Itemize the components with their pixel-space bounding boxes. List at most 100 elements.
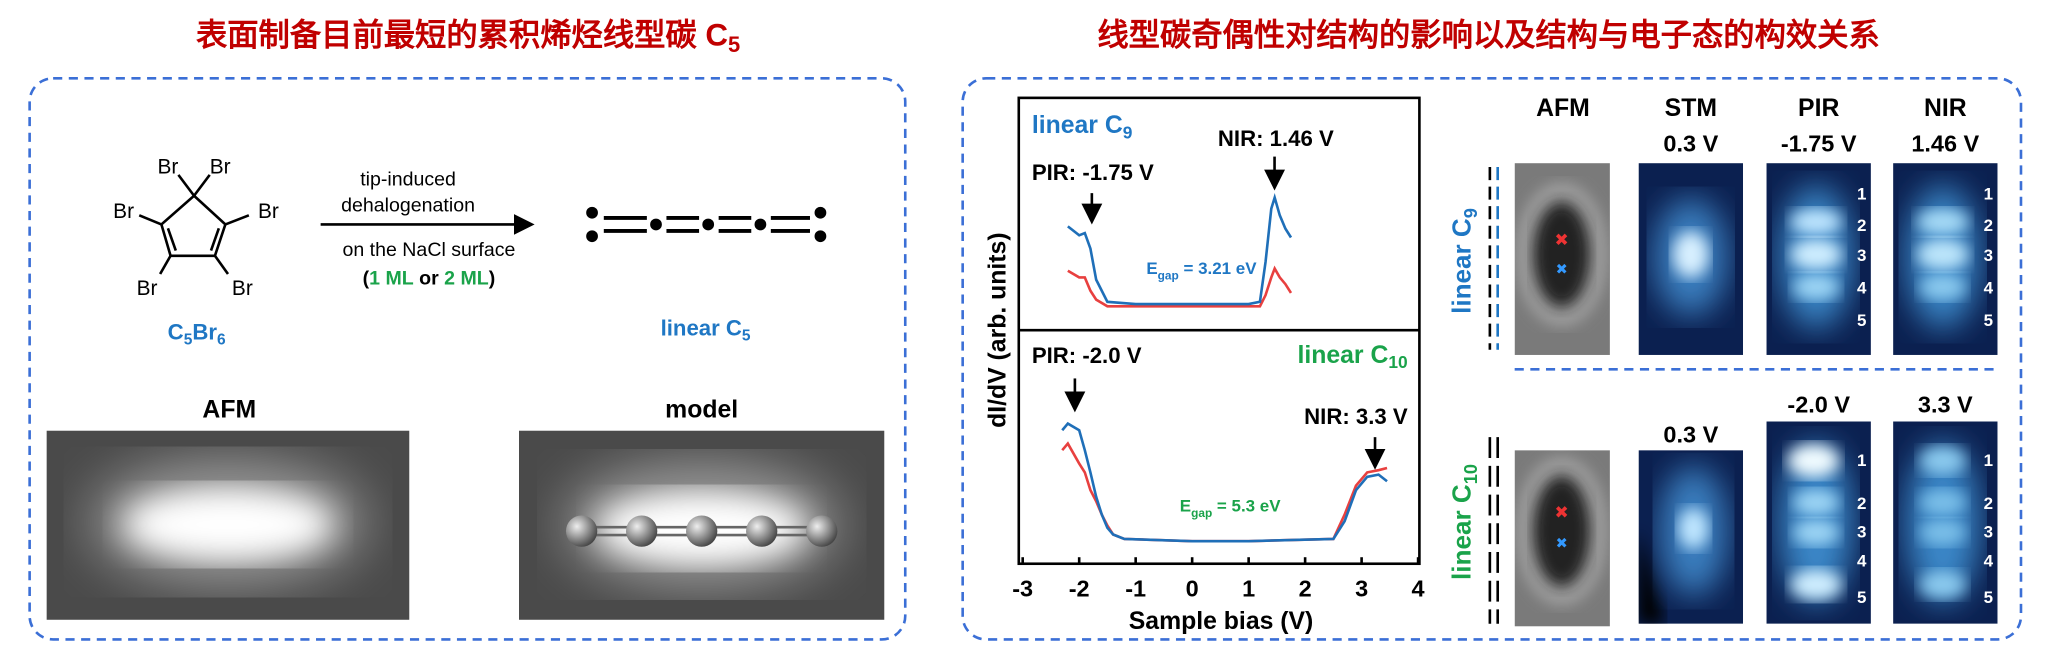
orbital-number: 3 — [1984, 523, 1993, 542]
image-detail — [702, 218, 715, 231]
orbital-number: 1 — [1857, 451, 1866, 470]
orbital-tiles — [1766, 163, 1998, 624]
orbital-number: 2 — [1984, 494, 1993, 513]
image-detail — [746, 515, 778, 547]
orbital-number: 2 — [1984, 216, 1993, 235]
orbital-numbers: 1 1 2 2 3 3 4 4 5 5 1 1 2 2 3 3 4 4 5 5 — [1857, 185, 1994, 607]
x-tick-label: 2 — [1299, 575, 1312, 601]
t: ) — [489, 267, 496, 289]
image-detail — [1766, 421, 1871, 624]
t: 5 — [184, 332, 193, 349]
image-detail — [1677, 507, 1710, 550]
model-image — [518, 430, 885, 620]
image-detail — [1919, 446, 1967, 476]
image-detail: ✖ — [1556, 262, 1568, 278]
image-detail — [1532, 476, 1591, 586]
image-detail — [1790, 208, 1843, 235]
row-label: linear C9 — [1446, 208, 1481, 314]
annotation-part: E — [1146, 259, 1157, 278]
t: 1 ML — [369, 267, 414, 289]
bias: 0.3 V — [1663, 421, 1718, 447]
annotation-part: 10 — [1388, 352, 1407, 372]
right-box — [961, 76, 2023, 641]
image-detail — [1638, 450, 1744, 624]
image-detail — [1792, 519, 1840, 546]
precursor-structure — [138, 174, 250, 275]
column-headers: AFM STM PIR NIR — [1536, 95, 1967, 122]
image-detail — [1532, 202, 1591, 307]
atom: Br — [232, 277, 253, 300]
image-detail — [1916, 208, 1969, 235]
bias: -1.75 V — [1781, 130, 1857, 156]
t: 9 — [1460, 208, 1481, 218]
image-detail: ✖✖ — [1514, 450, 1610, 627]
image-detail — [625, 515, 658, 547]
orbital-number: 1 — [1857, 185, 1866, 204]
orbital-number: 4 — [1984, 551, 1994, 570]
orbital-number: 4 — [1984, 279, 1994, 298]
image-detail: ✖ — [1555, 503, 1569, 522]
atom: Br — [258, 200, 279, 223]
image-detail — [814, 206, 827, 219]
x-tick-label: -2 — [1069, 575, 1090, 601]
t: linear C — [1446, 484, 1476, 580]
image-detail — [1518, 185, 1605, 324]
image-detail — [1792, 489, 1840, 516]
t: 10 — [1460, 464, 1481, 484]
image-detail — [565, 515, 598, 547]
image-detail: ✖✖ — [1514, 163, 1610, 355]
row-label: linear C10 — [1446, 464, 1481, 580]
orbital-number: 4 — [1857, 551, 1867, 570]
image-detail — [1638, 163, 1744, 355]
x-tick-label: 3 — [1355, 575, 1368, 601]
t: 6 — [217, 332, 226, 349]
annotation-part: 9 — [1123, 122, 1133, 142]
image-detail — [1893, 421, 1998, 624]
orbital-number: 4 — [1857, 279, 1867, 298]
image-detail — [1792, 274, 1840, 301]
title-sub: 5 — [728, 32, 740, 57]
orbital-number: 2 — [1857, 494, 1866, 513]
orbital-number: 3 — [1857, 523, 1866, 542]
spectrum-line — [1067, 192, 1293, 306]
image-detail — [209, 227, 221, 251]
left-box — [28, 76, 907, 641]
image-detail — [1919, 489, 1967, 516]
column-header: STM — [1665, 95, 1717, 122]
product-structure — [586, 206, 827, 243]
image-detail — [1790, 568, 1843, 601]
annotation: linear C9 — [1032, 112, 1133, 142]
bias: 3.3 V — [1918, 391, 1973, 417]
image-detail — [158, 255, 172, 275]
image-detail — [1518, 459, 1605, 603]
orbital-number: 3 — [1857, 246, 1866, 265]
chain-sketches — [1488, 167, 1500, 624]
column-header: NIR — [1924, 95, 1967, 122]
condition: dehalogenation — [341, 194, 475, 216]
title-text: 表面制备目前最短的累积烯烃线型碳 C — [196, 18, 728, 53]
t: or — [414, 267, 444, 289]
precursor-label: C5Br6 — [168, 319, 226, 348]
image-detail — [1790, 238, 1843, 271]
bias: 0.3 V — [1663, 130, 1718, 156]
orbital-number: 5 — [1857, 311, 1866, 330]
t: ( — [363, 267, 370, 289]
annotation-part: = 3.21 eV — [1179, 259, 1257, 278]
peak-label: PIR: -1.75 V — [1032, 160, 1154, 185]
condition: tip-induced — [360, 168, 456, 190]
t: 5 — [742, 328, 751, 345]
annotation-part: linear C — [1032, 112, 1123, 139]
column-header: PIR — [1798, 95, 1839, 122]
t: linear C — [1446, 218, 1476, 314]
image-detail — [586, 206, 598, 219]
afm-tiles: ✖✖ ✖✖ — [1514, 163, 1610, 627]
annotation: Egap = 3.21 eV — [1146, 259, 1257, 282]
image-detail: ✖ — [1556, 536, 1568, 552]
orbital-number: 5 — [1857, 588, 1866, 607]
product-label: linear C5 — [661, 315, 751, 344]
image-label: model — [665, 397, 738, 424]
x-tick-label: 0 — [1186, 575, 1199, 601]
x-tick-label: 1 — [1242, 575, 1255, 601]
peak-label: NIR: 1.46 V — [1218, 126, 1334, 151]
image-detail — [1766, 163, 1871, 355]
